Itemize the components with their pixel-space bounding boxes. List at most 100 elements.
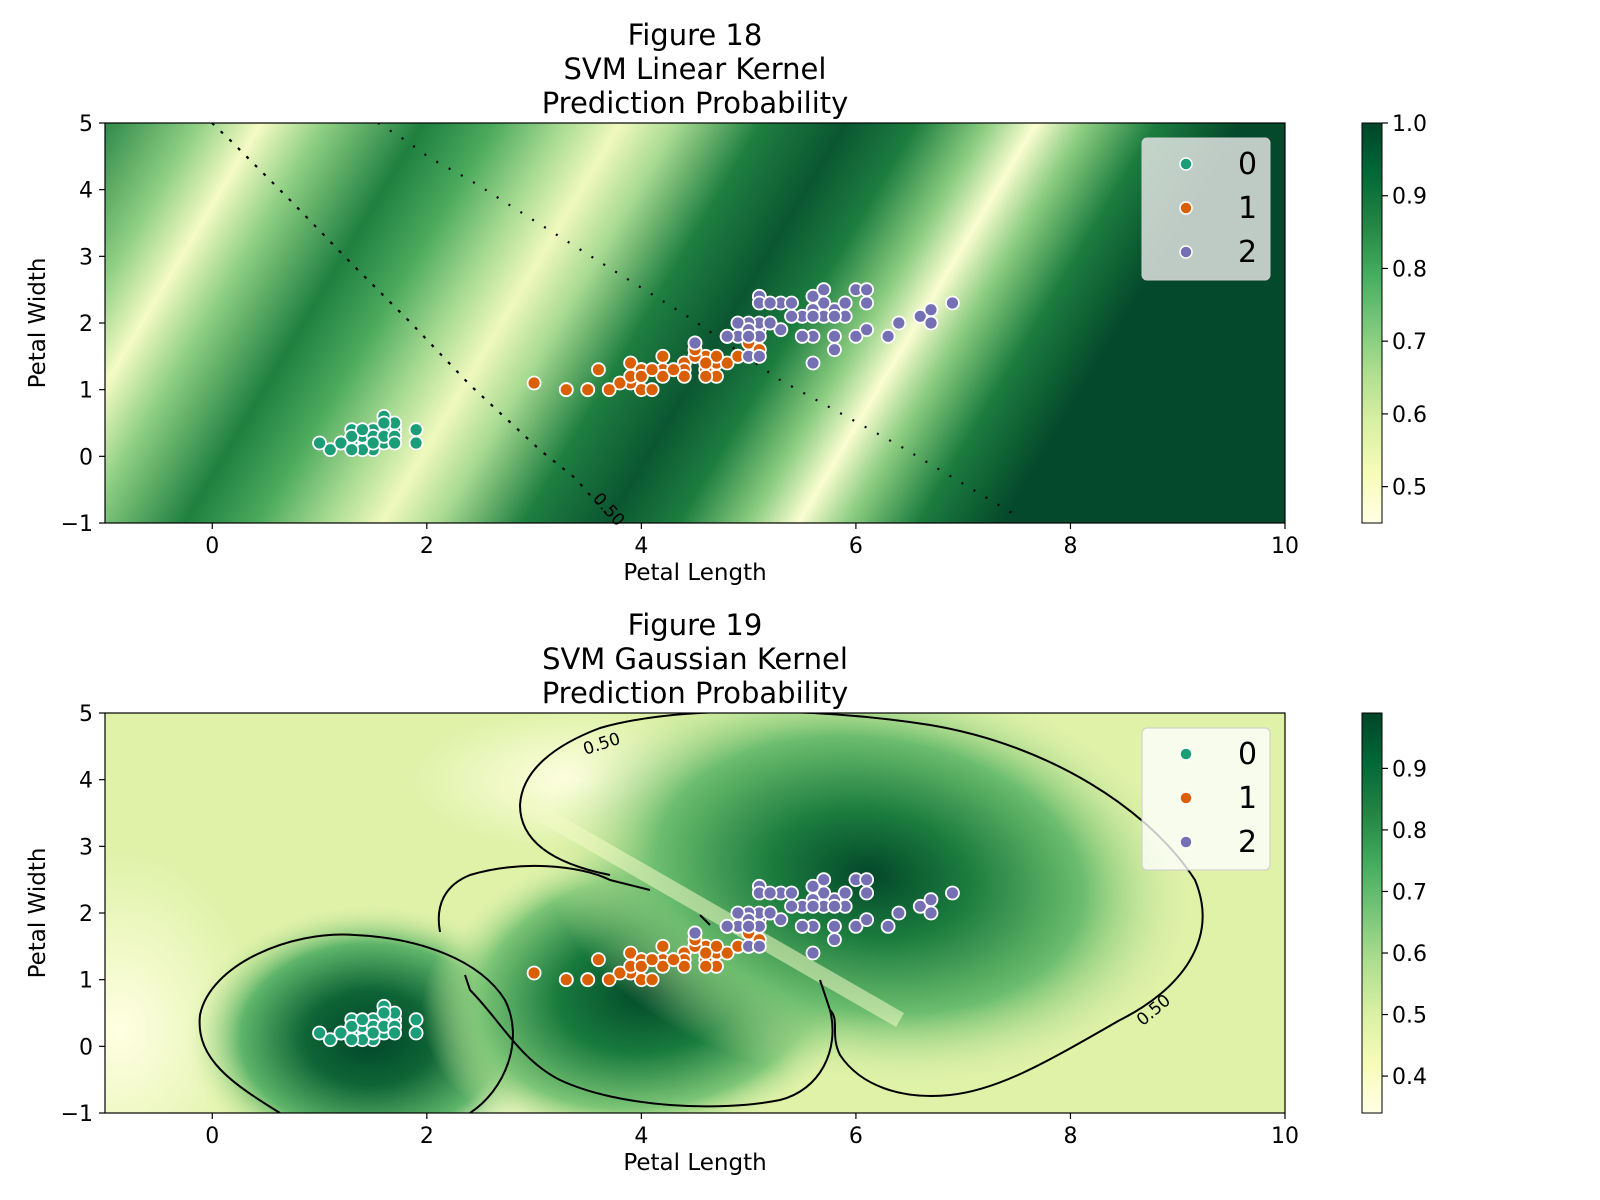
y-tick-label: 2 [79,312,93,337]
y-tick-label: 5 [79,702,93,727]
colorbar-tick-label: 1.0 [1392,112,1427,137]
data-point-class-1 [612,375,628,391]
data-point-class-1 [666,362,681,378]
data-point-class-2 [784,898,799,914]
data-point-class-2 [880,328,896,344]
data-point-class-1 [633,368,649,384]
colorbar-tick-label: 0.9 [1392,185,1427,210]
data-point-class-0 [312,1025,327,1041]
data-point-class-0 [322,1032,338,1048]
data-point-class-1 [666,952,681,968]
data-point-class-1 [601,382,617,398]
colorbar-tick-label: 0.6 [1392,942,1427,967]
data-point-class-0 [344,1032,360,1048]
x-tick-label: 6 [849,534,863,559]
data-point-class-2 [848,328,864,344]
data-point-class-2 [773,322,789,338]
data-point-class-0 [333,435,349,451]
data-point-class-1 [698,368,714,384]
data-point-class-2 [794,328,810,344]
data-point-class-2 [762,905,778,921]
x-axis: 0 2 4 6 8 10 [205,523,1299,559]
x-tick-label: 0 [205,534,219,559]
data-point-class-2 [794,918,810,934]
x-axis-label: Petal Length [623,560,766,586]
colorbar-tick-label: 0.8 [1392,257,1427,282]
data-point-class-2 [816,872,832,888]
y-tick-label: 1 [79,969,93,994]
data-point-class-2 [805,898,821,914]
data-point-class-2 [773,912,789,928]
y-tick-label: 3 [79,835,93,860]
panel-gaussian-kernel: Figure 19 SVM Gaussian Kernel Prediction… [25,608,1427,1176]
data-point-class-1 [558,382,574,398]
colorbar: 0.4 0.5 0.6 0.7 0.8 0.9 [1361,712,1427,1114]
legend-marker-2 [1179,835,1193,849]
y-tick-label: 2 [79,902,93,927]
data-point-class-0 [365,1025,381,1041]
data-point-class-2 [784,295,799,311]
data-point-class-2 [827,932,842,948]
data-point-class-0 [312,435,327,451]
data-point-class-0 [387,1025,403,1041]
data-point-class-0 [387,435,403,451]
data-point-class-2 [762,315,778,331]
colorbar-tick-label: 0.9 [1392,757,1427,782]
x-tick-label: 8 [1063,534,1077,559]
data-point-class-2 [859,885,875,901]
chart-title-line-1: Figure 19 [628,608,763,642]
data-point-class-2 [859,322,875,338]
data-point-class-0 [355,422,370,438]
y-axis: −1 0 1 2 3 4 5 [61,112,105,537]
data-point-class-1 [719,355,735,371]
data-point-class-1 [655,958,671,974]
data-point-class-1 [655,938,671,954]
y-tick-label: −1 [61,512,93,537]
data-point-class-1 [591,362,606,378]
data-point-class-2 [859,912,875,928]
colorbar-tick-label: 0.7 [1392,330,1427,355]
data-point-class-0 [408,1012,424,1028]
data-point-class-2 [891,315,907,331]
data-point-class-1 [644,972,660,988]
y-axis-label: Petal Width [25,848,51,979]
data-point-class-1 [644,382,660,398]
data-point-class-2 [805,288,821,304]
data-point-class-2 [859,282,875,298]
data-point-class-2 [859,295,875,311]
data-point-class-0 [376,415,392,431]
data-point-class-1 [591,952,606,968]
data-point-class-1 [580,382,596,398]
legend: 0 1 2 [1141,727,1271,871]
legend-label-0: 0 [1238,737,1257,772]
data-point-class-1 [676,958,692,974]
data-point-class-2 [751,348,767,364]
legend: 0 1 2 [1141,137,1271,281]
data-point-class-2 [784,885,799,901]
data-point-class-2 [923,905,939,921]
data-point-class-1 [644,952,660,968]
data-point-class-2 [827,898,842,914]
data-point-class-1 [644,362,660,378]
data-point-class-0 [408,435,424,451]
data-point-class-0 [408,1025,424,1041]
data-point-class-2 [816,282,832,298]
data-point-class-2 [719,328,735,344]
data-point-class-2 [762,295,778,311]
data-point-class-2 [848,918,864,934]
data-point-class-0 [408,422,424,438]
colorbar-tick-label: 0.7 [1392,880,1427,905]
colorbar-tick-label: 0.8 [1392,819,1427,844]
data-point-class-2 [805,945,821,961]
y-axis-label: Petal Width [25,258,51,389]
y-tick-label: 0 [79,1035,93,1060]
data-point-class-2 [923,302,939,318]
x-tick-label: 2 [420,534,434,559]
data-point-class-1 [676,368,692,384]
data-point-class-0 [344,442,360,458]
chart-title-line-1: Figure 18 [628,18,763,52]
contour-line [437,864,834,1108]
data-point-class-2 [880,918,896,934]
data-point-class-2 [827,328,842,344]
